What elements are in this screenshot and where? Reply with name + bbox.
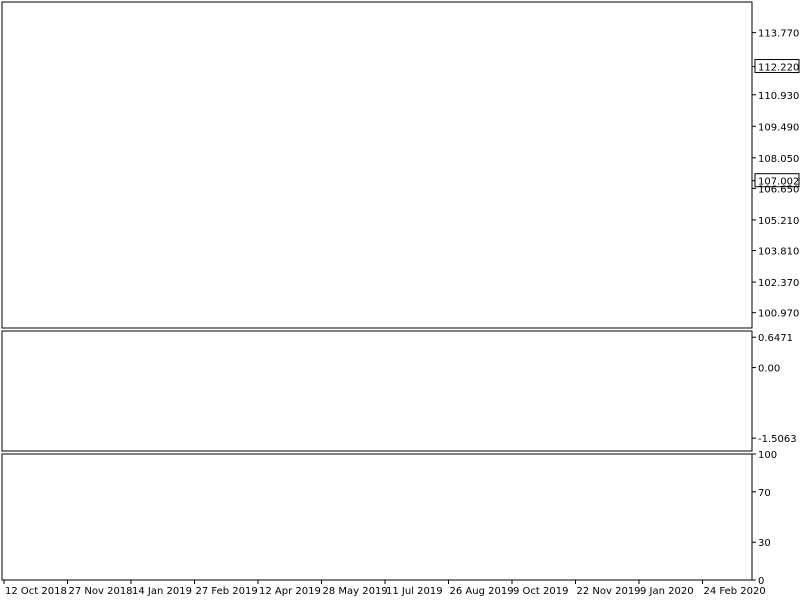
x-tick-label: 24 Feb 2020	[704, 586, 766, 597]
rsi-tick-label: 30	[758, 538, 771, 549]
x-tick-label: 28 May 2019	[323, 586, 388, 597]
price-tick-label: 106.650	[758, 184, 799, 195]
price-tick-label: 112.220	[758, 63, 799, 74]
x-tick-label: 26 Aug 2019	[450, 586, 514, 597]
price-tick-label: 110.930	[758, 91, 799, 102]
x-tick-label: 12 Oct 2018	[5, 586, 67, 597]
macd-tick-label: -1.5063	[758, 434, 797, 445]
x-tick-label: 27 Feb 2019	[196, 586, 258, 597]
price-tick-label: 113.770	[758, 29, 799, 40]
price-tick-label: 103.810	[758, 247, 799, 258]
price-tick-label: 108.050	[758, 154, 799, 165]
price-tick-label: 105.210	[758, 216, 799, 227]
price-tick-label: 109.490	[758, 122, 799, 133]
x-tick-label: 9 Oct 2019	[513, 586, 568, 597]
rsi-tick-label: 0	[758, 576, 764, 587]
x-tick-label: 11 Jul 2019	[386, 586, 443, 597]
x-tick-label: 12 Apr 2019	[259, 586, 321, 597]
macd-frame	[1, 330, 753, 452]
macd-tick-label: 0.6471	[758, 333, 793, 344]
macd-tick-label: 0.00	[758, 364, 780, 375]
x-tick-label: 14 Jan 2019	[132, 586, 192, 597]
price-level-tag	[754, 173, 800, 188]
x-tick-label: 22 Nov 2019	[577, 586, 641, 597]
rsi-tick-label: 70	[758, 488, 771, 499]
x-tick-label: 27 Nov 2018	[69, 586, 133, 597]
price-tick-label: 100.970	[758, 309, 799, 320]
x-tick-label: 9 Jan 2020	[640, 586, 694, 597]
price-level-tag	[754, 59, 800, 74]
price-tick-label: 107.002	[758, 177, 799, 188]
rsi-tick-label: 100	[758, 450, 777, 461]
price-tick-label: 102.370	[758, 278, 799, 289]
price-frame	[1, 1, 753, 329]
rsi-frame	[1, 453, 753, 581]
